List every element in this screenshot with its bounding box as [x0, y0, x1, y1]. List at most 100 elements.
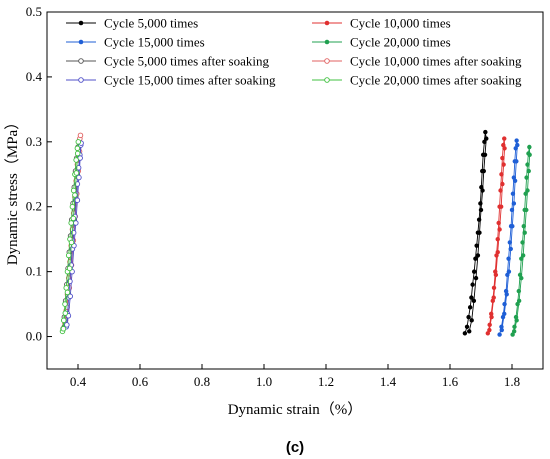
- data-point: [63, 285, 69, 291]
- series-line: [499, 140, 518, 335]
- legend-label: Cycle 10,000 times after soaking: [350, 54, 522, 69]
- ticks-layer: 0.4 0.6 0.8 1.0 1.2 1.4 1.6 1.8 0.0 0.1 0.2 0.3 0.4 0…: [26, 4, 520, 389]
- data-point: [74, 150, 81, 157]
- data-point: [477, 230, 482, 235]
- data-point: [478, 207, 484, 213]
- data-point: [76, 174, 82, 181]
- data-point: [68, 239, 75, 246]
- data-point: [470, 282, 475, 287]
- series-line: [464, 132, 487, 334]
- data-point: [489, 314, 494, 320]
- data-point: [483, 129, 488, 135]
- data-point: [473, 275, 479, 281]
- data-point: [484, 136, 489, 141]
- data-point: [476, 217, 482, 222]
- data-point: [64, 322, 70, 328]
- x-tick-label: 1.0: [256, 374, 272, 389]
- data-point: [511, 201, 517, 206]
- y-tick-label: 0.0: [26, 329, 42, 344]
- data-point: [62, 301, 68, 307]
- data-point: [520, 253, 526, 258]
- data-point: [469, 318, 474, 323]
- data-point: [524, 207, 529, 213]
- legend-marker: [324, 77, 330, 83]
- data-point: [502, 311, 507, 317]
- data-point: [498, 204, 504, 209]
- legend-label: Cycle 5,000 times after soaking: [104, 54, 269, 69]
- series-3: [497, 138, 520, 337]
- series-line: [487, 138, 506, 334]
- data-point: [497, 332, 502, 337]
- data-point: [65, 252, 72, 259]
- data-point: [467, 329, 472, 334]
- x-tick-label: 1.6: [442, 374, 459, 389]
- legend-item: Cycle 15,000 times after soaking: [66, 73, 276, 88]
- y-tick-label: 0.3: [26, 134, 42, 149]
- x-tick-label: 0.8: [194, 374, 210, 389]
- legend-marker: [78, 20, 84, 26]
- data-point: [504, 292, 509, 297]
- plot-frame: [46, 11, 544, 370]
- legend-item: Cycle 20,000 times after soaking: [312, 73, 522, 88]
- series-8: [59, 139, 82, 335]
- data-point: [519, 275, 524, 281]
- data-point: [499, 172, 504, 177]
- y-tick-label: 0.4: [26, 69, 43, 84]
- series-4: [510, 144, 532, 337]
- legend-label: Cycle 20,000 times: [350, 35, 451, 50]
- data-point: [525, 162, 530, 167]
- legend-marker: [78, 39, 84, 45]
- data-point: [495, 236, 500, 242]
- data-point: [502, 301, 507, 307]
- data-point: [514, 318, 519, 323]
- data-point: [74, 145, 81, 152]
- x-tick-label: 1.4: [380, 374, 397, 389]
- data-point: [526, 168, 531, 174]
- x-axis-title: Dynamic strain（%）: [228, 401, 363, 418]
- legend-marker: [324, 58, 330, 64]
- series-2: [485, 136, 507, 336]
- data-point: [480, 188, 485, 193]
- data-point: [508, 246, 513, 252]
- x-tick-label: 0.4: [70, 374, 87, 389]
- data-point: [489, 311, 494, 317]
- legend-marker: [324, 20, 330, 26]
- data-point: [471, 298, 477, 304]
- data-point: [493, 272, 499, 278]
- data-point: [506, 256, 511, 261]
- data-point: [502, 136, 507, 141]
- y-tick-label: 0.5: [26, 4, 42, 19]
- data-point: [487, 327, 492, 333]
- data-point: [515, 142, 520, 148]
- data-point: [507, 240, 513, 245]
- legend-item: Cycle 20,000 times: [312, 35, 451, 50]
- data-point: [475, 253, 481, 258]
- data-point: [69, 203, 76, 210]
- data-point: [495, 249, 500, 255]
- data-point: [497, 227, 502, 232]
- y-tick-label: 0.2: [26, 199, 42, 214]
- data-point: [60, 317, 67, 324]
- data-point: [499, 327, 504, 333]
- legend-label: Cycle 10,000 times: [350, 16, 451, 31]
- data-point: [500, 181, 505, 187]
- data-point: [491, 285, 497, 291]
- legend-item: Cycle 10,000 times: [312, 16, 451, 31]
- data-point: [70, 215, 77, 222]
- data-point: [68, 220, 74, 226]
- data-point: [510, 224, 515, 229]
- data-point: [514, 159, 519, 164]
- data-point: [478, 201, 483, 206]
- data-point: [73, 220, 79, 226]
- data-point: [75, 165, 82, 171]
- data-point: [498, 188, 503, 193]
- data-point: [521, 224, 526, 229]
- legend-item: Cycle 5,000 times after soaking: [66, 54, 269, 69]
- data-point: [469, 295, 474, 300]
- x-tick-label: 0.6: [132, 374, 149, 389]
- data-point: [522, 230, 527, 235]
- y-axis-title: Dynamic stress（MPa）: [4, 115, 21, 265]
- data-point: [74, 197, 81, 203]
- data-point: [464, 324, 470, 330]
